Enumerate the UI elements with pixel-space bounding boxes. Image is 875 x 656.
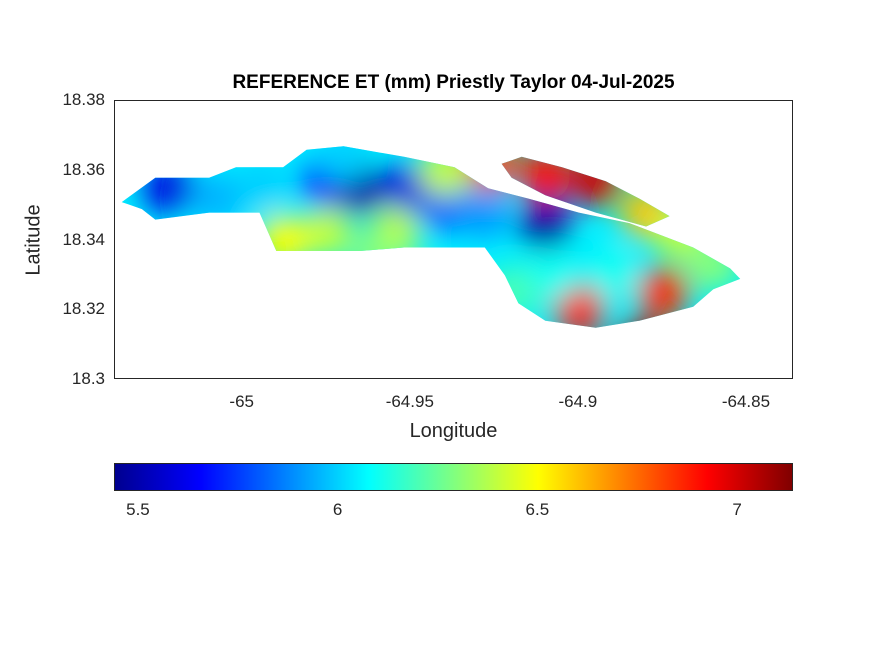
et-value-cell <box>465 146 518 190</box>
et-value-cell <box>687 238 740 291</box>
et-value-cell <box>142 162 195 215</box>
heatmap-field <box>121 146 741 328</box>
et-value-cell <box>226 298 279 328</box>
colorbar-tick-label: 6 <box>332 500 343 519</box>
et-value-cell <box>351 231 404 284</box>
et-value-cell <box>616 319 669 328</box>
colorbar-tick-label: 6.5 <box>525 500 550 519</box>
et-value-cell <box>636 266 689 319</box>
colorbar-tick-label: 7 <box>732 500 742 519</box>
et-value-cell <box>189 172 242 225</box>
y-tick-label: 18.36 <box>62 159 105 179</box>
et-value-cell <box>300 207 353 260</box>
y-tick-label: 18.34 <box>62 229 105 249</box>
heatmap-base <box>121 146 741 328</box>
colorbar-tick-label: 5.5 <box>126 500 150 519</box>
y-tick-label: 18.38 <box>62 90 105 109</box>
et-value-cell <box>236 158 289 211</box>
et-value-cell <box>620 186 673 239</box>
x-tick-label: -65 <box>229 392 255 411</box>
et-value-cell <box>526 249 578 302</box>
y-axis-label: Latitude <box>22 204 45 276</box>
et-value-cell <box>394 263 447 316</box>
y-tick-label: 18.3 <box>71 369 105 388</box>
et-heatmap <box>121 146 741 328</box>
et-value-cell <box>569 155 622 208</box>
colorbar <box>114 463 793 491</box>
x-tick-label: -64.95 <box>385 392 434 411</box>
et-value-cell <box>317 146 370 183</box>
x-axis-label: Longitude <box>409 420 498 442</box>
x-tick-label: -64.9 <box>558 392 598 411</box>
et-value-cell <box>586 249 639 302</box>
et-value-cell <box>519 148 572 201</box>
et-value-cell <box>519 197 572 250</box>
et-value-cell <box>485 266 538 319</box>
plot-axes <box>114 100 793 379</box>
et-value-cell <box>257 214 310 267</box>
et-value-cell <box>418 146 471 197</box>
y-tick-label: 18.32 <box>62 299 105 319</box>
x-tick-label: -64.85 <box>721 392 771 411</box>
chart-title: REFERENCE ET (mm) Priestly Taylor 04-Jul… <box>232 72 675 93</box>
et-value-cell <box>458 186 511 239</box>
